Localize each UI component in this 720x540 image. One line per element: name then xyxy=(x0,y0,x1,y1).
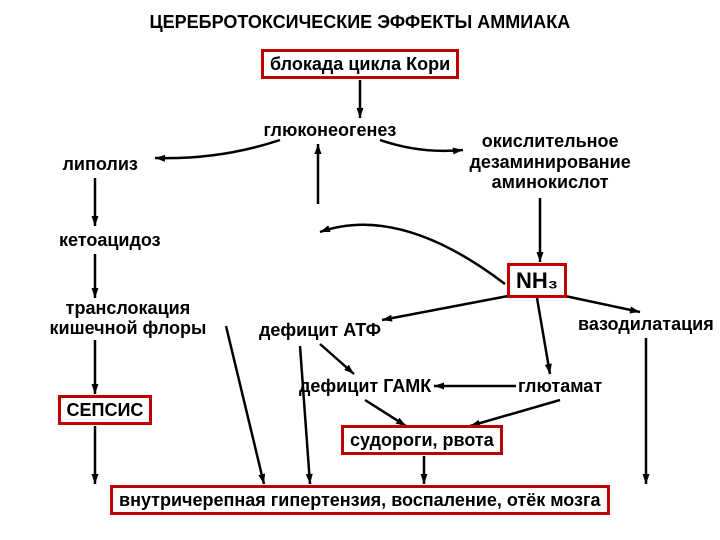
node-keto: кетоацидоз xyxy=(59,230,161,251)
node-seizures: судороги, рвота xyxy=(341,425,503,456)
node-atp: дефицит АТФ xyxy=(259,320,381,341)
node-title: ЦЕРЕБРОТОКСИЧЕСКИЕ ЭФФЕКТЫ АММИАКА xyxy=(150,12,571,33)
node-transloc: транслокациякишечной флоры xyxy=(50,298,207,339)
node-lipolysis: липолиз xyxy=(63,154,138,175)
node-oxdeam: окислительноедезаминированиеаминокислот xyxy=(470,131,631,193)
node-cori: блокада цикла Кори xyxy=(261,49,459,80)
node-nh3: NH₃ xyxy=(507,263,567,298)
node-gluco: глюконеогенез xyxy=(264,120,397,141)
node-outcome: внутричерепная гипертензия, воспаление, … xyxy=(110,485,610,516)
node-sepsis: СЕПСИС xyxy=(58,395,153,426)
node-vasod: вазодилатация xyxy=(578,314,714,335)
node-gaba: дефицит ГАМК xyxy=(299,376,431,397)
node-glutamate: глютамат xyxy=(518,376,602,397)
